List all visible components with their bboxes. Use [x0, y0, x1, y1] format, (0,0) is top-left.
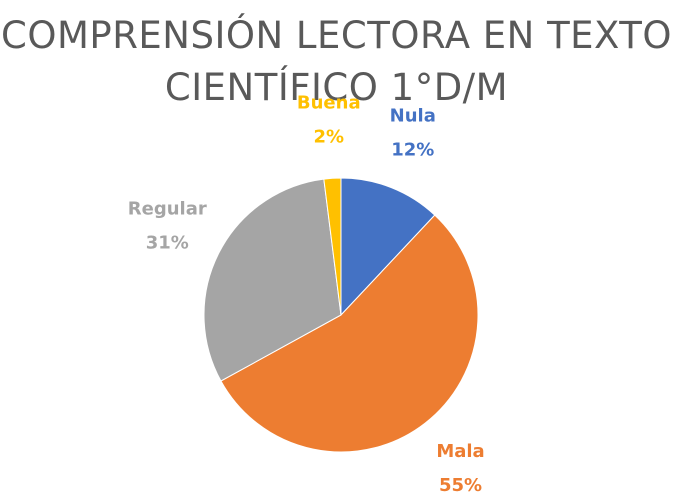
slice-label: Nula [390, 106, 436, 127]
slice-value-label: 55% [439, 475, 482, 496]
pie-slice [340, 177, 436, 317]
pie-slice [220, 214, 479, 453]
slice-label: Buena [297, 92, 361, 113]
slice-value-label: 31% [146, 232, 189, 253]
slice-label: Mala [436, 441, 484, 462]
slice-value-label: 2% [313, 126, 344, 147]
slice-label: Regular [128, 198, 207, 219]
pie-slice [203, 178, 342, 382]
pie-slice [323, 177, 342, 316]
slice-value-label: 12% [391, 140, 434, 161]
chart-title: COMPRENSIÓN LECTORA EN TEXTO CIENTÍFICO … [1, 14, 672, 109]
